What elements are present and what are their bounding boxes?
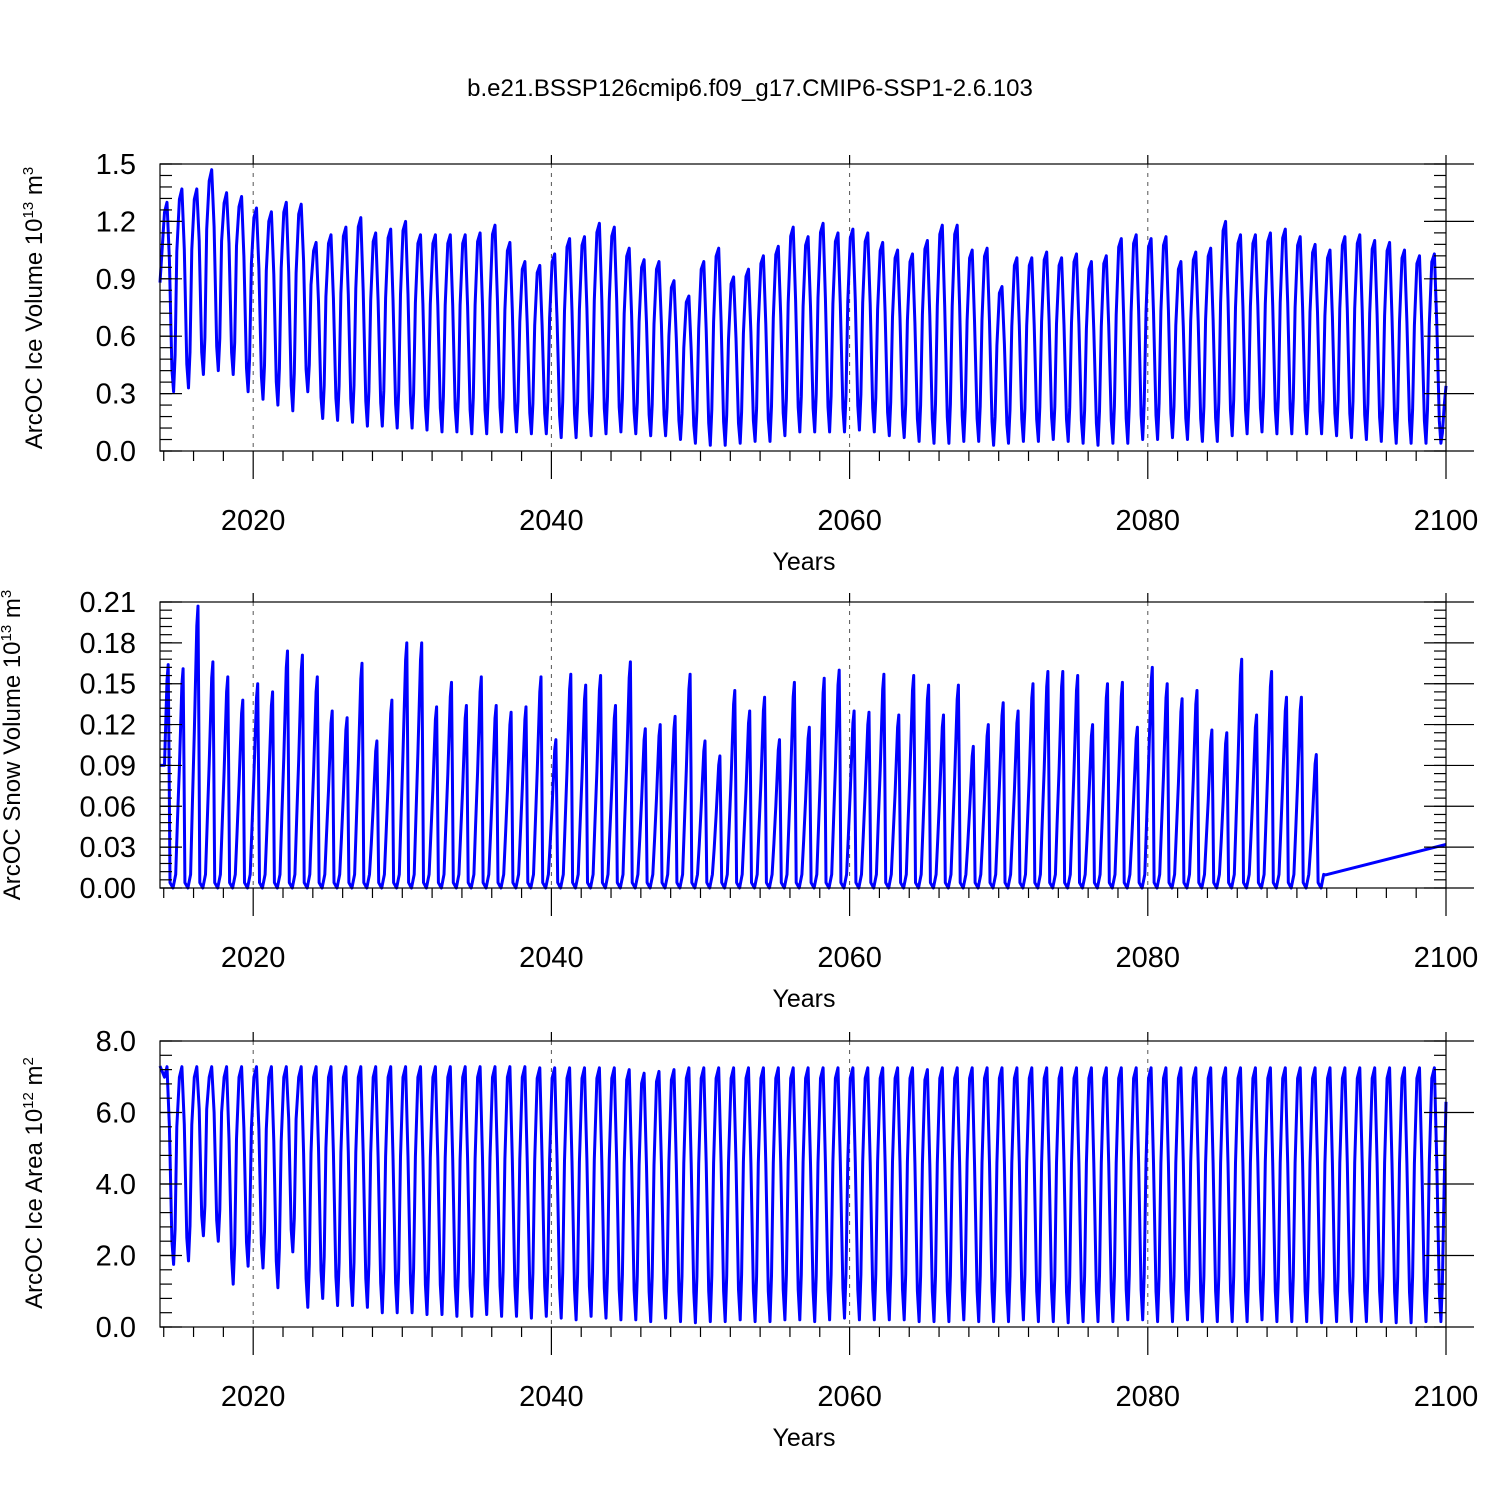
panel-ice-area: ArcOC Ice Area 1012 m2 Years 0.0 2.0 4.0 6.…: [20, 1026, 1478, 1452]
y-tick-label: 2.0: [96, 1241, 136, 1273]
y-axis-label: ArcOC Ice Area 1012 m2: [20, 1057, 48, 1309]
y-tick-label: 0.00: [80, 873, 136, 905]
x-tick-label: 2080: [1116, 1381, 1181, 1413]
y-tick-label: 4.0: [96, 1169, 136, 1201]
y-tick-label: 0.09: [80, 750, 136, 782]
y-tick-label: 6.0: [96, 1098, 136, 1130]
x-axis-label: Years: [772, 985, 835, 1013]
y-tick-label: 0.12: [80, 710, 136, 742]
panel-snow-volume: ArcOC Snow Volume 1013 m3 Years 0.00 0.03…: [0, 587, 1478, 1013]
y-axis-label: ArcOC Ice Volume 1013 m3: [20, 167, 48, 449]
x-tick-label: 2100: [1414, 505, 1479, 537]
y-tick-label: 0.0: [96, 436, 136, 468]
x-tick-label: 2020: [221, 1381, 286, 1413]
x-tick-label: 2100: [1414, 942, 1479, 974]
series-line: [158, 168, 1448, 447]
plot-frame: [159, 601, 1447, 889]
y-tick-label: 0.15: [80, 669, 136, 701]
x-tick-label: 2040: [519, 942, 584, 974]
x-axis-label: Years: [772, 548, 835, 576]
panel-ice-volume: ArcOC Ice Volume 1013 m3 Years 0.0 0.3 0.6…: [20, 149, 1478, 576]
series-line: [158, 1065, 1448, 1325]
y-tick-label: 0.3: [96, 379, 136, 411]
x-tick-label: 2060: [817, 942, 882, 974]
y-tick-label: 0.0: [96, 1312, 136, 1344]
x-tick-label: 2060: [817, 505, 882, 537]
plot-frame: [159, 163, 1447, 452]
y-tick-label: 1.2: [96, 206, 136, 238]
series-line: [159, 604, 1447, 890]
y-tick-label: 0.6: [96, 321, 136, 353]
x-tick-label: 2080: [1116, 505, 1181, 537]
y-tick-label: 0.03: [80, 832, 136, 864]
x-tick-label: 2020: [221, 505, 286, 537]
x-tick-label: 2020: [221, 942, 286, 974]
x-tick-label: 2080: [1116, 942, 1181, 974]
x-tick-label: 2100: [1414, 1381, 1479, 1413]
y-tick-label: 8.0: [96, 1026, 136, 1058]
y-tick-label: 0.18: [80, 628, 136, 660]
x-axis-label: Years: [772, 1424, 835, 1452]
y-tick-label: 0.9: [96, 264, 136, 296]
x-tick-label: 2040: [519, 1381, 584, 1413]
y-axis-label: ArcOC Snow Volume 1013 m3: [0, 590, 26, 901]
y-tick-label: 0.21: [80, 587, 136, 619]
y-tick-label: 1.5: [96, 149, 136, 181]
figure-title: b.e21.BSSP126cmip6.f09_g17.CMIP6-SSP1-2.…: [467, 75, 1033, 102]
y-tick-label: 0.06: [80, 791, 136, 823]
x-tick-label: 2060: [817, 1381, 882, 1413]
x-tick-label: 2040: [519, 505, 584, 537]
